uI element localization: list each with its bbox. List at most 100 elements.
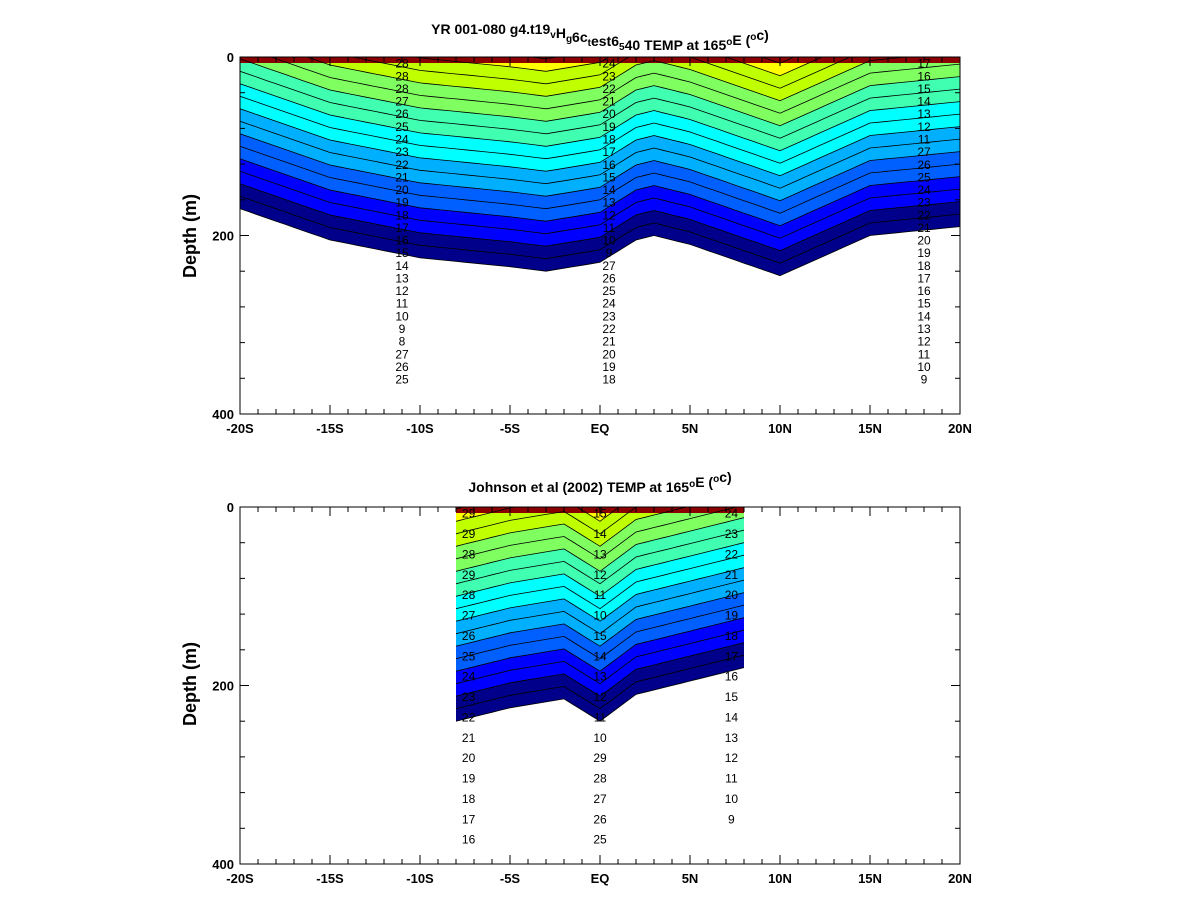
contour-line [240,0,960,13]
y-axis-label: Depth (m) [180,194,200,278]
contour-label: 27 [593,792,607,806]
contour-label: 19 [917,246,931,260]
contour-line [527,57,795,64]
contour-label: 18 [725,629,739,643]
contour-label: 18 [602,373,616,387]
contour-label: 21 [602,335,616,349]
contour-line [240,70,960,139]
x-tick-label: -15S [316,871,344,886]
x-tick-label: 15N [858,421,882,436]
x-tick-label: EQ [591,871,610,886]
contour-label: 26 [395,107,409,121]
contour-label: 11 [396,297,409,311]
contour-label: 28 [462,588,476,602]
contour-line [456,507,689,547]
temperature-band [456,617,744,697]
contour-label: 26 [602,271,616,285]
contour-label: 18 [462,792,476,806]
contour-line [456,507,638,535]
contour-label: 26 [917,158,931,172]
contour-label: 15 [725,690,739,704]
contour-line [305,57,911,102]
contour-label: 10 [593,731,607,745]
x-tick-label: 10N [768,421,792,436]
contour-label: 10 [725,792,739,806]
temperature-band [240,183,960,276]
contour-line [240,170,960,239]
contour-label: 20 [602,347,616,361]
contour-label: 11 [594,588,607,602]
y-tick-label: 400 [212,857,234,872]
contour-label: 28 [395,57,409,71]
contour-label: 24 [602,57,616,71]
temperature-band [240,158,960,251]
contour-label: 19 [725,609,739,623]
contour-line [240,195,960,264]
temperature-band [456,517,744,597]
contour-label: 18 [917,259,931,273]
contour-label: 14 [725,710,739,724]
contour-line [456,629,744,685]
x-tick-label: -5S [500,421,521,436]
contour-label: 10 [593,609,607,623]
contour-label: 27 [395,95,409,109]
contour-label: 28 [395,69,409,83]
contour-label: 23 [602,309,616,323]
y-tick-label: 0 [227,500,234,515]
plot-area: 2828282726252423222120191817161514131211… [212,0,972,436]
temperature-band [240,83,960,176]
contour-label: 25 [395,120,409,134]
contour-label: 14 [593,649,607,663]
contour-label: 19 [462,772,476,786]
temperature-field [456,507,744,722]
contour-line [456,554,744,610]
contour-label: 18 [602,133,616,147]
contour-label: 19 [395,196,409,210]
contour-label: 13 [917,107,931,121]
temperature-band [240,133,960,226]
contour-label: 15 [395,246,409,260]
contour-label: 17 [917,271,931,285]
contour-line [240,95,960,164]
contour-line [240,158,960,227]
contour-label: 27 [602,259,616,273]
contour-label: 21 [395,170,409,184]
contour-line [456,529,744,585]
contour-line [240,208,960,277]
temperature-band [456,642,744,722]
contour-label: 21 [725,568,739,582]
temperature-band [456,542,744,622]
plot-area: 29 29 28 29 28 27 26 25 24 23 22 21 20 19 18 17 16 15 14 13… [212,500,972,886]
contour-line [240,133,960,202]
contour-label: 24 [462,670,476,684]
contour-label: 21 [602,95,616,109]
contour-line [456,604,744,660]
contour-label: 25 [917,170,931,184]
x-tick-label: -10S [406,871,434,886]
contour-label: 23 [602,69,616,83]
contour-label: 16 [917,69,931,83]
contour-label: 13 [725,731,739,745]
x-tick-label: -20S [226,871,254,886]
contour-line [456,579,744,635]
contour-label: 24 [917,183,931,197]
y-axis-label: Depth (m) [180,642,200,726]
contour-label: 11 [918,133,931,147]
contour-label: 24 [395,133,409,147]
contour-label: 27 [462,609,476,623]
contour-line [456,654,744,710]
contour-label: 14 [593,527,607,541]
contour-line [456,517,744,572]
contour-label: 16 [462,833,476,847]
contour-line [456,542,744,597]
contour-label: 25 [602,284,616,298]
contour-label: 16 [725,670,739,684]
contour-label: 21 [917,221,931,235]
contour-line [240,120,960,189]
contour-label: 16 [395,234,409,248]
contour-label: 29 [462,507,476,521]
contour-line [456,617,744,672]
contour-label: 9 [606,246,613,260]
contour-label: 22 [917,208,931,222]
contour-label: 22 [602,322,616,336]
